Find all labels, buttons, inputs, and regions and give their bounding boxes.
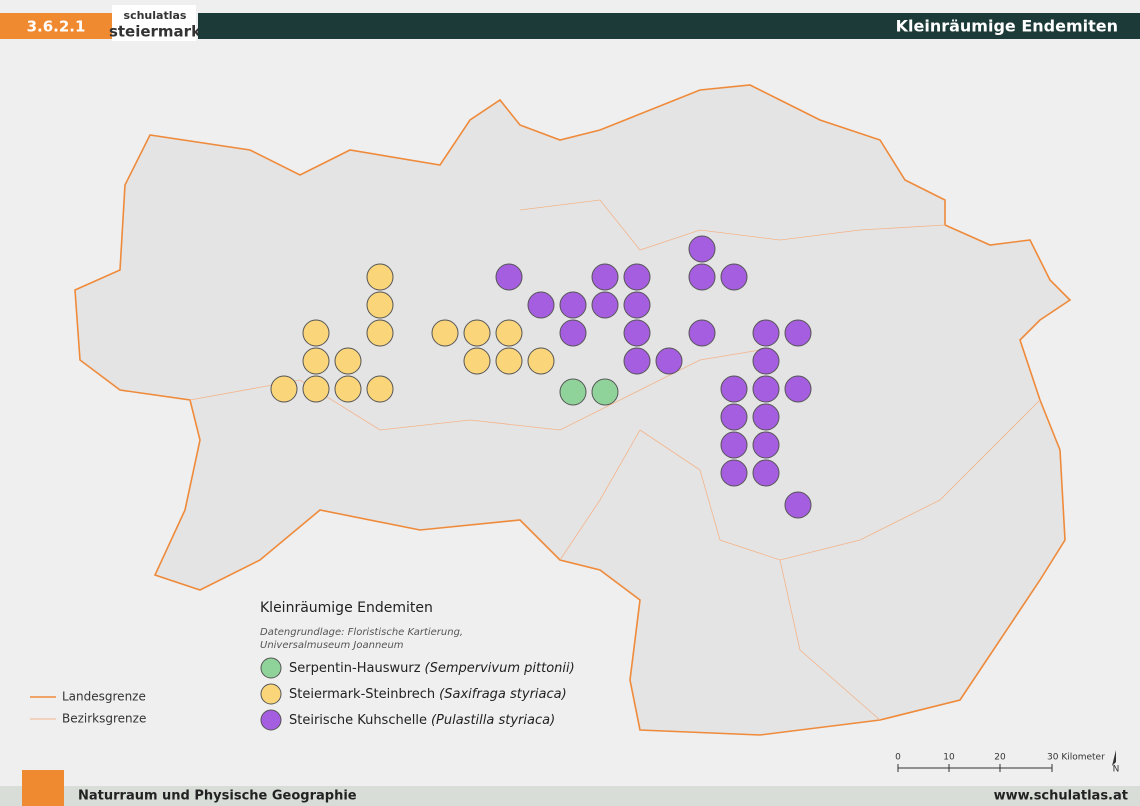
occurrence-dot: [720, 403, 748, 431]
occurrence-dot: [688, 263, 716, 291]
occurrence-dot: [623, 347, 651, 375]
occurrence-dot: [752, 319, 780, 347]
logo-bottom: steiermark: [109, 23, 202, 41]
state-outline: [74, 84, 1072, 736]
occurrence-dot: [559, 291, 587, 319]
footer-left: Naturraum und Physische Geographie: [78, 789, 357, 804]
occurrence-dot: [752, 347, 780, 375]
occurrence-dot: [784, 319, 812, 347]
scale-label: 20: [994, 753, 1006, 763]
occurrence-dot: [623, 291, 651, 319]
legend-source: Datengrundlage: Floristische Kartierung,: [260, 627, 463, 638]
scale-label: 10: [943, 753, 955, 763]
scale-label: 30 Kilometer: [1047, 753, 1105, 763]
legend-title: Kleinräumige Endemiten: [260, 600, 433, 616]
occurrence-dot: [495, 319, 523, 347]
occurrence-dot: [431, 319, 459, 347]
occurrence-dot: [591, 263, 619, 291]
occurrence-dot: [366, 291, 394, 319]
footer-icon: [22, 770, 64, 806]
occurrence-dot: [559, 378, 587, 406]
occurrence-dot: [334, 347, 362, 375]
occurrence-dot: [752, 431, 780, 459]
legend-label: Steiermark-Steinbrech (Saxifraga styriaca…: [289, 687, 567, 702]
header-title: Kleinräumige Endemiten: [896, 17, 1118, 36]
occurrence-dot: [463, 319, 491, 347]
occurrence-dot: [591, 291, 619, 319]
occurrence-dot: [463, 347, 491, 375]
legend-label: Serpentin-Hauswurz (Sempervivum pittonii): [289, 661, 575, 676]
occurrence-dot: [559, 319, 587, 347]
footer-bar: [0, 786, 1140, 806]
occurrence-dot: [655, 347, 683, 375]
legend-source: Universalmuseum Joanneum: [260, 640, 404, 651]
occurrence-dot: [623, 319, 651, 347]
occurrence-dot: [752, 459, 780, 487]
species-name: Steirische Kuhschelle: [289, 713, 427, 728]
occurrence-dots: [270, 235, 812, 519]
occurrence-dot: [366, 263, 394, 291]
occurrence-dot: [366, 319, 394, 347]
occurrence-dot: [752, 375, 780, 403]
occurrence-dot: [720, 263, 748, 291]
logo-box: [112, 5, 196, 41]
occurrence-dot: [366, 375, 394, 403]
logo-top: schulatlas: [124, 9, 187, 22]
occurrence-dot: [688, 319, 716, 347]
scale-bar: 0 10 20 30 Kilometer N: [895, 750, 1119, 775]
species-latin: (Sempervivum pittonii): [425, 661, 575, 676]
species-latin: (Pulastilla styriaca): [431, 713, 555, 728]
species-name: Steiermark-Steinbrech: [289, 687, 435, 702]
occurrence-dot: [495, 347, 523, 375]
occurrence-dot: [270, 375, 298, 403]
legend-label: Steirische Kuhschelle (Pulastilla styriac…: [289, 713, 555, 728]
footer-right: www.schulatlas.at: [994, 789, 1128, 804]
legend-symbol: [260, 657, 282, 679]
legend-symbol: [260, 683, 282, 705]
occurrence-dot: [720, 375, 748, 403]
occurrence-dot: [334, 375, 362, 403]
scale-label: 0: [895, 753, 901, 763]
occurrence-dot: [623, 263, 651, 291]
legend: Serpentin-Hauswurz (Sempervivum pittonii)…: [260, 657, 575, 731]
header-code: 3.6.2.1: [27, 18, 86, 36]
north-label: N: [1113, 765, 1120, 775]
header-title-bar: [198, 13, 1140, 39]
occurrence-dot: [720, 431, 748, 459]
occurrence-dot: [495, 263, 523, 291]
occurrence-dot: [784, 375, 812, 403]
occurrence-dot: [527, 291, 555, 319]
header-code-bar: [0, 13, 112, 39]
occurrence-dot: [302, 375, 330, 403]
species-name: Serpentin-Hauswurz: [289, 661, 421, 676]
occurrence-dot: [302, 347, 330, 375]
occurrence-dot: [752, 403, 780, 431]
occurrence-dot: [784, 491, 812, 519]
occurrence-dot: [720, 459, 748, 487]
occurrence-dot: [527, 347, 555, 375]
occurrence-dot: [302, 319, 330, 347]
legend-symbol: [260, 709, 282, 731]
occurrence-dot: [688, 235, 716, 263]
boundary-label: Bezirksgrenze: [62, 712, 146, 726]
species-latin: (Saxifraga styriaca): [439, 687, 567, 702]
boundary-label: Landesgrenze: [62, 690, 146, 704]
occurrence-dot: [591, 378, 619, 406]
